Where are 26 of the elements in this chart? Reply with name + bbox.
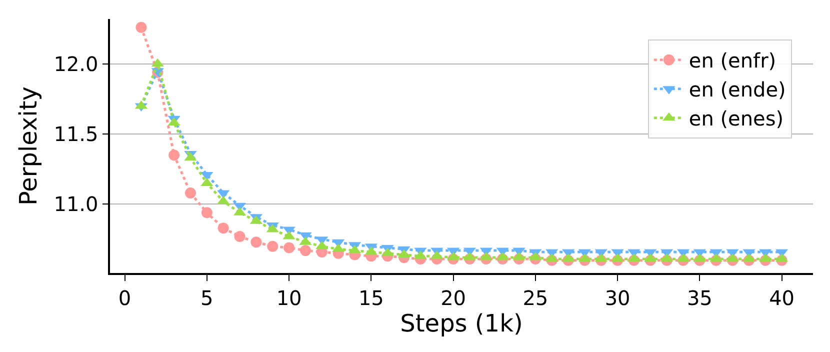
legend-label: en (ende)	[688, 78, 786, 102]
point	[267, 240, 278, 252]
x-tick-label: 20	[440, 286, 466, 310]
x-tick-label: 30	[604, 286, 630, 310]
y-tick-label: 12.0	[54, 52, 98, 76]
legend-label: en (enfr)	[688, 48, 776, 73]
point	[284, 242, 295, 254]
x-tick-label: 40	[769, 286, 795, 310]
x-tick-label: 10	[276, 286, 302, 310]
x-tick-label: 0	[118, 286, 132, 310]
x-tick-label: 5	[200, 286, 214, 310]
point	[201, 207, 212, 218]
point	[234, 231, 246, 242]
y-tick-label: 11.5	[54, 122, 98, 146]
x-tick-label: 35	[686, 286, 712, 310]
point	[300, 245, 311, 256]
point	[184, 188, 196, 199]
point	[168, 150, 180, 161]
y-axis-title: Perplexity	[14, 86, 42, 206]
point	[218, 222, 229, 234]
x-tick-label: 15	[358, 286, 384, 310]
x-axis-title: Steps (1k)	[400, 310, 523, 338]
x-tick-label: 25	[522, 286, 548, 310]
y-tick-label: 11.0	[54, 192, 98, 216]
legend-label: en (enes)	[688, 106, 784, 131]
point	[250, 236, 262, 248]
